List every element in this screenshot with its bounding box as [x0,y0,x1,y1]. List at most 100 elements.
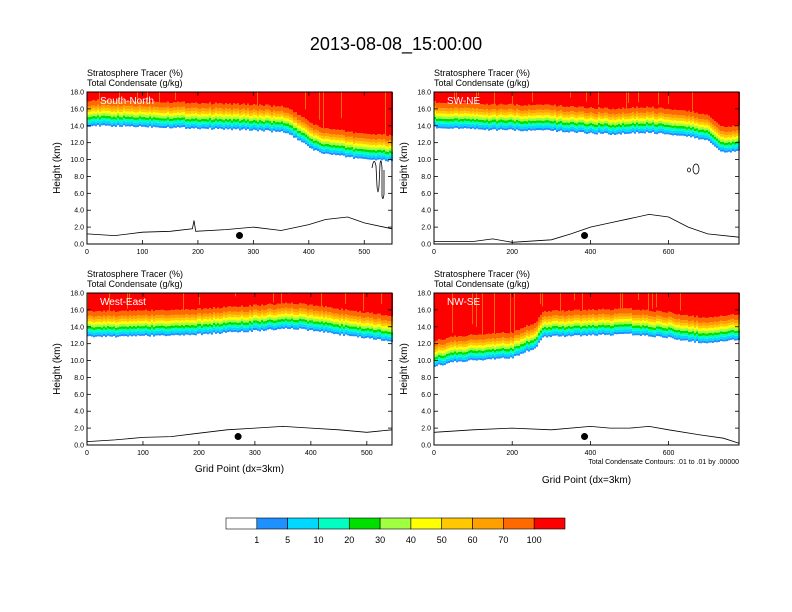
tracer-band [245,115,247,119]
tracer-band [291,318,293,321]
tracer-band [247,327,249,331]
terrain-line [434,213,740,243]
tracer-band [678,133,680,136]
tracer-band [95,121,97,125]
tracer-band [650,120,652,124]
tracer-band [215,113,217,116]
tracer-band [99,329,101,332]
tracer-band [472,103,474,109]
tracer-band [444,357,446,361]
tracer-band [562,117,564,120]
tracer-band [698,127,700,130]
tracer-band [618,108,620,114]
tracer-band [369,326,371,329]
tracer-band [191,330,193,333]
tracer-band [387,92,389,137]
tracer-band [582,117,584,120]
tracer-band [335,137,337,141]
tracer-band [119,117,121,120]
tracer-band [726,145,728,148]
tracer-band [710,133,712,136]
tracer-band [273,113,275,116]
tracer-band [97,293,99,312]
tracer-band [217,315,219,319]
tracer-band [321,138,323,142]
tracer-band [271,92,273,108]
tracer-band [165,118,167,121]
tracer-band [718,129,720,133]
tracer-band [644,128,646,132]
tracer-band [221,321,223,324]
tracer-band [293,317,295,320]
panel-subtitle-condensate: Total Condensate (g/kg) [434,78,530,88]
tracer-band [173,110,175,113]
tracer-band [193,325,195,328]
tracer-band [389,324,391,327]
tracer-band [333,147,335,150]
tracer-band [303,316,305,320]
tracer-band [143,318,145,322]
tracer-band [359,321,361,325]
tracer-band [668,127,670,130]
tracer-band [606,118,608,121]
tracer-band [291,117,293,121]
tracer-band [237,320,239,323]
tracer-band [624,92,626,109]
tracer-band [460,123,462,127]
tracer-band [510,114,512,117]
tracer-band [660,128,662,131]
tracer-band [706,92,708,115]
tracer-band [470,103,472,109]
tracer-band [708,115,710,121]
tracer-band [357,293,359,313]
tracer-band [612,121,614,125]
tracer-band [175,332,177,335]
tracer-band [698,129,700,133]
tracer-band [135,334,137,337]
tracer-band [474,127,476,130]
tracer-band [173,323,175,326]
tracer-band [552,121,554,124]
tracer-band [205,116,207,120]
tracer-band [269,314,271,317]
tracer-band [484,120,486,123]
tracer-band [255,293,257,305]
tracer-band [103,123,105,126]
tracer-band [133,114,135,118]
tracer-band [568,115,570,118]
tracer-band [249,310,251,314]
tracer-band [177,119,179,123]
tracer-band [347,152,349,155]
tracer-band [434,114,436,117]
tracer-band [646,127,648,130]
tracer-band [355,143,357,146]
tracer-band [720,92,722,127]
tracer-band [311,317,313,321]
tracer-band [265,104,267,110]
tracer-band [215,326,217,330]
tracer-band [229,126,231,129]
tracer-band [680,115,682,119]
tracer-band [482,114,484,118]
tracer-band [562,124,564,128]
tracer-band [219,118,221,122]
tracer-band [387,339,389,342]
tracer-band [618,118,620,122]
tracer-band [514,116,516,119]
tracer-band [213,322,215,326]
tracer-band [243,124,245,127]
tracer-band [628,131,630,134]
tracer-band [341,293,343,309]
tracer-band [572,124,574,127]
tracer-band [197,318,199,322]
tracer-band [99,124,101,127]
tracer-band [153,316,155,320]
tracer-band [726,137,728,141]
tracer-band [586,113,588,117]
tracer-band [311,141,313,144]
tracer-band [514,126,516,129]
tracer-band [474,119,476,123]
tracer-band [696,130,698,134]
tracer-band [379,154,381,158]
